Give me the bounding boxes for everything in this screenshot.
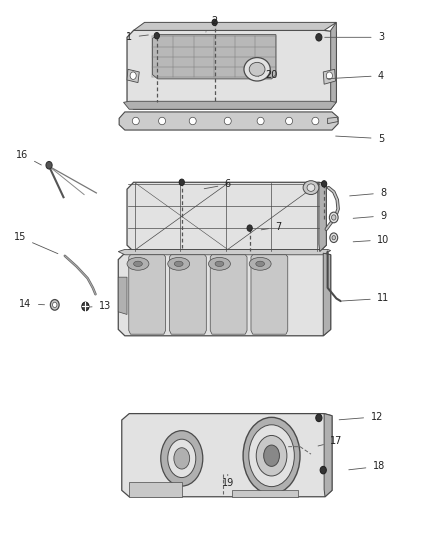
Ellipse shape (312, 117, 319, 125)
Ellipse shape (330, 233, 338, 243)
Polygon shape (232, 490, 298, 497)
Text: 10: 10 (353, 235, 389, 245)
Polygon shape (127, 182, 326, 252)
Text: 8: 8 (350, 188, 386, 198)
Ellipse shape (256, 435, 287, 476)
Ellipse shape (127, 257, 149, 270)
Ellipse shape (321, 181, 327, 187)
Ellipse shape (329, 212, 338, 223)
Text: 2: 2 (206, 17, 218, 32)
Text: 12: 12 (339, 412, 383, 422)
Ellipse shape (208, 257, 230, 270)
Ellipse shape (249, 257, 271, 270)
Ellipse shape (46, 161, 52, 169)
Ellipse shape (215, 261, 224, 266)
Ellipse shape (53, 302, 57, 308)
Polygon shape (124, 101, 336, 109)
Ellipse shape (154, 33, 159, 39)
Ellipse shape (50, 300, 59, 310)
Ellipse shape (244, 58, 270, 81)
Polygon shape (118, 277, 127, 314)
Polygon shape (118, 253, 331, 336)
Ellipse shape (174, 448, 190, 469)
Polygon shape (118, 249, 331, 255)
Ellipse shape (161, 431, 203, 486)
Text: 18: 18 (349, 462, 385, 471)
Text: 9: 9 (353, 211, 386, 221)
Text: 19: 19 (222, 474, 234, 488)
Ellipse shape (189, 117, 196, 125)
Ellipse shape (249, 62, 265, 76)
Ellipse shape (168, 439, 196, 478)
Ellipse shape (224, 117, 231, 125)
Ellipse shape (130, 72, 136, 79)
Polygon shape (323, 69, 336, 84)
Text: 5: 5 (336, 134, 384, 143)
Polygon shape (328, 117, 338, 124)
Text: 4: 4 (327, 71, 384, 80)
Polygon shape (323, 253, 331, 336)
Ellipse shape (179, 179, 184, 185)
Ellipse shape (212, 19, 217, 26)
Ellipse shape (332, 215, 336, 220)
Polygon shape (324, 414, 332, 497)
Ellipse shape (257, 117, 264, 125)
Polygon shape (331, 22, 336, 109)
Polygon shape (129, 482, 182, 497)
Text: 7: 7 (261, 222, 282, 232)
Text: 6: 6 (204, 180, 231, 189)
Text: 13: 13 (89, 301, 111, 311)
Polygon shape (129, 255, 166, 334)
Ellipse shape (134, 261, 142, 266)
Text: 11: 11 (342, 294, 389, 303)
Ellipse shape (307, 184, 315, 191)
Polygon shape (122, 414, 332, 497)
Text: 15: 15 (14, 232, 58, 254)
Text: 20: 20 (258, 70, 278, 79)
Polygon shape (119, 112, 338, 130)
Polygon shape (210, 255, 247, 334)
Text: 17: 17 (318, 437, 343, 446)
Polygon shape (251, 255, 288, 334)
Polygon shape (170, 255, 206, 334)
Ellipse shape (316, 34, 322, 41)
Ellipse shape (132, 117, 139, 125)
Ellipse shape (249, 425, 294, 487)
Text: 14: 14 (19, 299, 45, 309)
Polygon shape (134, 22, 336, 30)
Polygon shape (319, 182, 326, 252)
Ellipse shape (174, 261, 183, 266)
Ellipse shape (82, 302, 89, 311)
Ellipse shape (316, 414, 322, 422)
Ellipse shape (326, 72, 332, 79)
Ellipse shape (159, 117, 166, 125)
Polygon shape (152, 35, 276, 79)
Text: 16: 16 (16, 150, 41, 165)
Ellipse shape (168, 257, 190, 270)
Polygon shape (127, 69, 139, 83)
Text: 3: 3 (325, 33, 384, 42)
Ellipse shape (264, 445, 279, 466)
Ellipse shape (303, 181, 319, 195)
Ellipse shape (332, 236, 336, 240)
Ellipse shape (247, 225, 252, 231)
Text: 1: 1 (126, 33, 148, 42)
Ellipse shape (320, 466, 326, 474)
Ellipse shape (243, 417, 300, 494)
Ellipse shape (256, 261, 265, 266)
Polygon shape (127, 30, 336, 109)
Ellipse shape (286, 117, 293, 125)
